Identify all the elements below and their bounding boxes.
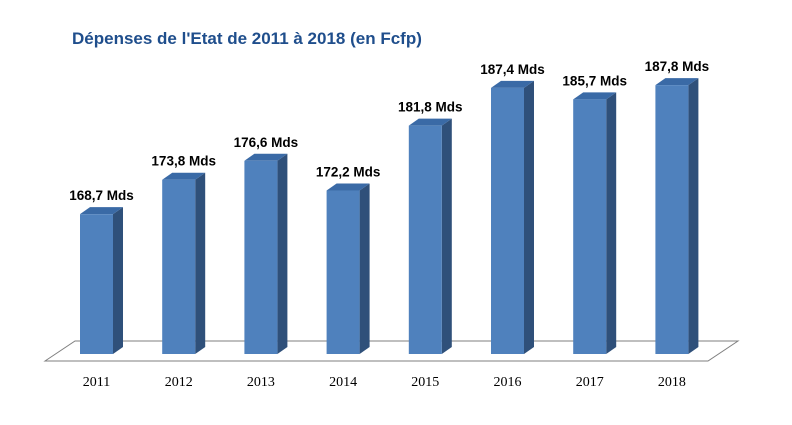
data-label: 172,2 Mds: [316, 165, 381, 180]
x-tick-labels-group: 2011 2012 2013 2014 2015 2016 2017 2018: [83, 375, 686, 390]
x-tick-label: 2011: [83, 375, 110, 390]
bar-2016: [491, 80, 534, 354]
data-label: 176,6 Mds: [234, 135, 299, 150]
bar-side: [359, 183, 370, 354]
bar-front: [408, 125, 442, 354]
bar-2018: [655, 78, 699, 354]
data-label: 187,4 Mds: [480, 62, 545, 77]
data-label: 181,8 Mds: [398, 100, 463, 115]
bar-front: [655, 85, 689, 354]
x-tick-label: 2016: [494, 375, 522, 390]
bar-side: [524, 80, 534, 354]
bar-side: [441, 118, 452, 354]
bar-top: [80, 207, 123, 215]
data-label: 187,8 Mds: [645, 59, 710, 74]
bars-group: [80, 78, 699, 354]
x-tick-label: 2017: [576, 375, 604, 390]
x-tick-label: 2015: [411, 375, 439, 390]
bar-2011: [80, 207, 123, 354]
bar-front: [80, 214, 113, 354]
data-label: 168,7 Mds: [69, 188, 134, 203]
bar-top: [491, 80, 534, 88]
bar-front: [326, 190, 360, 354]
bar-side: [688, 78, 699, 354]
x-tick-label: 2012: [165, 375, 193, 390]
bar-2015: [408, 118, 452, 354]
bar-2014: [326, 183, 370, 354]
bar-2012: [162, 172, 206, 354]
x-tick-label: 2018: [658, 375, 686, 390]
bar-top: [162, 172, 206, 180]
bar-top: [244, 153, 288, 161]
data-labels-group: 168,7 Mds 173,8 Mds 176,6 Mds 172,2 Mds 181,…: [69, 59, 709, 203]
x-tick-label: 2014: [329, 375, 357, 390]
bar-side: [606, 92, 617, 354]
bar-side: [277, 153, 288, 354]
data-label: 185,7 Mds: [562, 73, 627, 88]
bar-top: [655, 78, 699, 86]
chart-title: Dépenses de l'Etat de 2011 à 2018 (en Fc…: [72, 29, 422, 48]
bar-front: [244, 160, 278, 354]
bar-front: [573, 99, 607, 354]
chart-floor: [43, 340, 740, 362]
bar-front: [491, 87, 524, 354]
bar-side: [195, 172, 206, 354]
bar-top: [326, 183, 370, 191]
x-tick-label: 2013: [247, 375, 275, 390]
bar-2013: [244, 153, 288, 354]
bar-front: [162, 179, 196, 354]
bar-side: [113, 207, 123, 354]
data-label: 173,8 Mds: [151, 154, 216, 169]
bar-2017: [573, 92, 617, 354]
bar-top: [573, 92, 617, 100]
bar-top: [408, 118, 452, 126]
